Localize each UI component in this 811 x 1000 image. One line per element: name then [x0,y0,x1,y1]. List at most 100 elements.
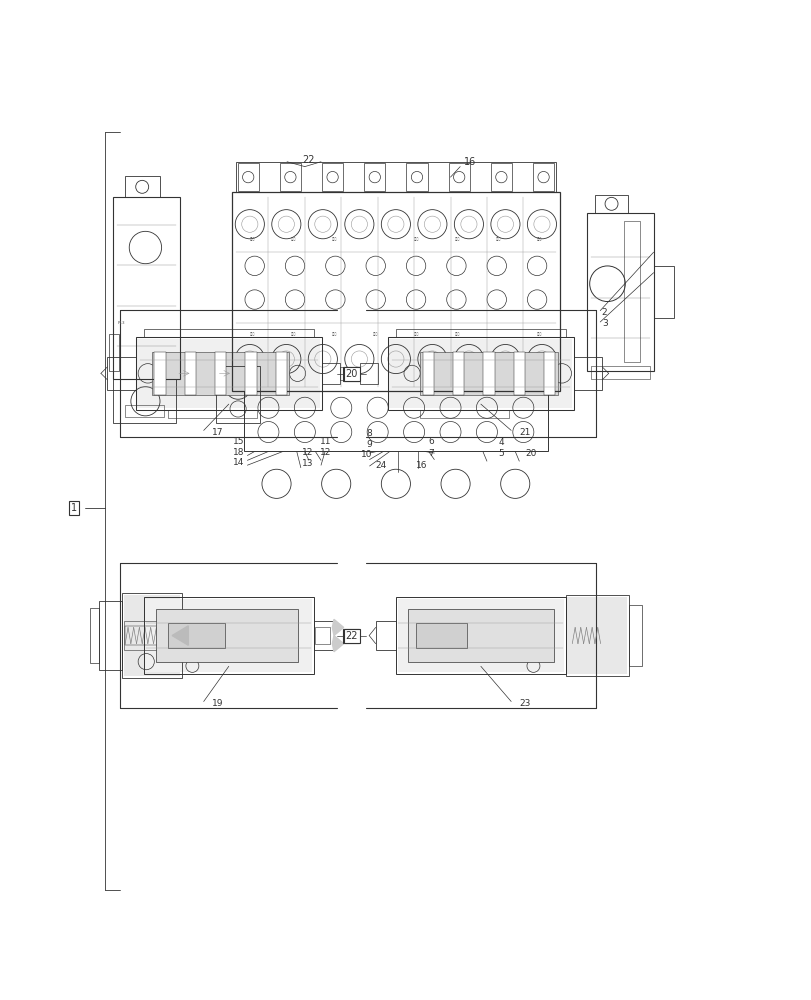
Text: 17: 17 [212,428,223,437]
Text: ボトム: ボトム [249,237,255,241]
Bar [125,626,174,645]
Text: 8: 8 [366,429,371,438]
Bar [245,352,256,395]
Bar [629,605,642,666]
Text: 7: 7 [428,449,434,458]
Text: ロッド: ロッド [496,237,500,241]
Bar [107,357,135,390]
Text: 6: 6 [428,437,434,446]
Bar [145,599,311,672]
Bar [396,597,565,674]
Bar [543,352,555,395]
Bar [168,410,257,418]
Bar [144,597,313,674]
Text: ボトム: ボトム [536,237,542,241]
Bar [322,163,343,191]
Text: ボトム: ボトム [454,237,460,241]
Bar [280,163,301,191]
Text: 16: 16 [415,461,427,470]
Text: 20: 20 [524,449,536,458]
Text: 18: 18 [345,631,357,641]
Bar [135,337,321,410]
Text: 12: 12 [320,448,331,457]
Bar [396,329,565,337]
Bar [113,197,180,379]
Bar [406,163,427,191]
Bar [125,405,164,417]
Bar [215,352,226,395]
Bar [125,176,160,197]
Text: ボトム: ボトム [414,332,418,336]
Bar [154,352,165,395]
Bar [232,192,559,391]
Bar [113,379,176,423]
Text: 16: 16 [345,369,357,379]
Bar [586,213,653,371]
Bar [573,357,602,390]
Bar [594,195,627,213]
Bar [244,391,547,451]
Text: 13: 13 [302,459,313,468]
Text: 24: 24 [375,461,386,470]
Bar [315,627,329,644]
Text: ロッド: ロッド [331,237,337,241]
Text: 2: 2 [601,308,607,317]
Bar [375,621,396,650]
Bar [490,163,511,191]
Text: 14: 14 [233,458,244,467]
Text: 16: 16 [464,157,476,167]
Bar [364,163,385,191]
Text: ボトム: ボトム [290,332,295,336]
Bar [89,608,99,663]
Bar [156,609,297,662]
Bar [144,329,313,337]
Bar [238,163,259,191]
Bar [565,595,629,676]
Text: 5: 5 [498,449,504,458]
Text: 4: 4 [498,438,504,447]
Text: 15: 15 [233,437,244,446]
Bar [419,410,508,418]
Bar [137,339,320,408]
Text: ボトム: ボトム [331,332,337,336]
Bar [407,609,553,662]
Text: 12: 12 [302,448,313,457]
Bar [122,593,182,678]
Bar [419,352,557,395]
Text: 18: 18 [233,448,244,457]
Bar [339,367,349,380]
Text: 9: 9 [366,440,371,449]
Polygon shape [172,626,188,645]
Bar [653,266,673,318]
Polygon shape [332,619,343,636]
Text: 1: 1 [71,503,77,513]
Bar [276,352,287,395]
Text: ロッド: ロッド [414,237,418,241]
Bar [388,337,573,410]
Bar [184,352,195,395]
Text: ロッド: ロッド [536,332,542,336]
Text: ボトム: ボトム [372,332,378,336]
Text: 20: 20 [345,369,358,379]
Bar [321,363,339,384]
Bar [590,366,649,379]
Bar [350,367,360,380]
Bar [415,623,466,648]
Bar [422,352,433,395]
Bar [168,623,225,648]
Text: ロッド: ロッド [249,332,255,336]
Bar [513,352,524,395]
Bar [567,597,627,674]
Text: 11: 11 [320,437,331,446]
Text: 22: 22 [345,631,358,641]
Bar [532,163,553,191]
Bar [483,352,494,395]
Bar [99,601,122,670]
Text: 22: 22 [303,155,315,165]
Text: 21: 21 [519,428,530,437]
Bar [397,599,564,672]
Bar [453,352,464,395]
Bar [152,352,289,395]
Text: 3: 3 [601,319,607,328]
Bar [389,339,572,408]
